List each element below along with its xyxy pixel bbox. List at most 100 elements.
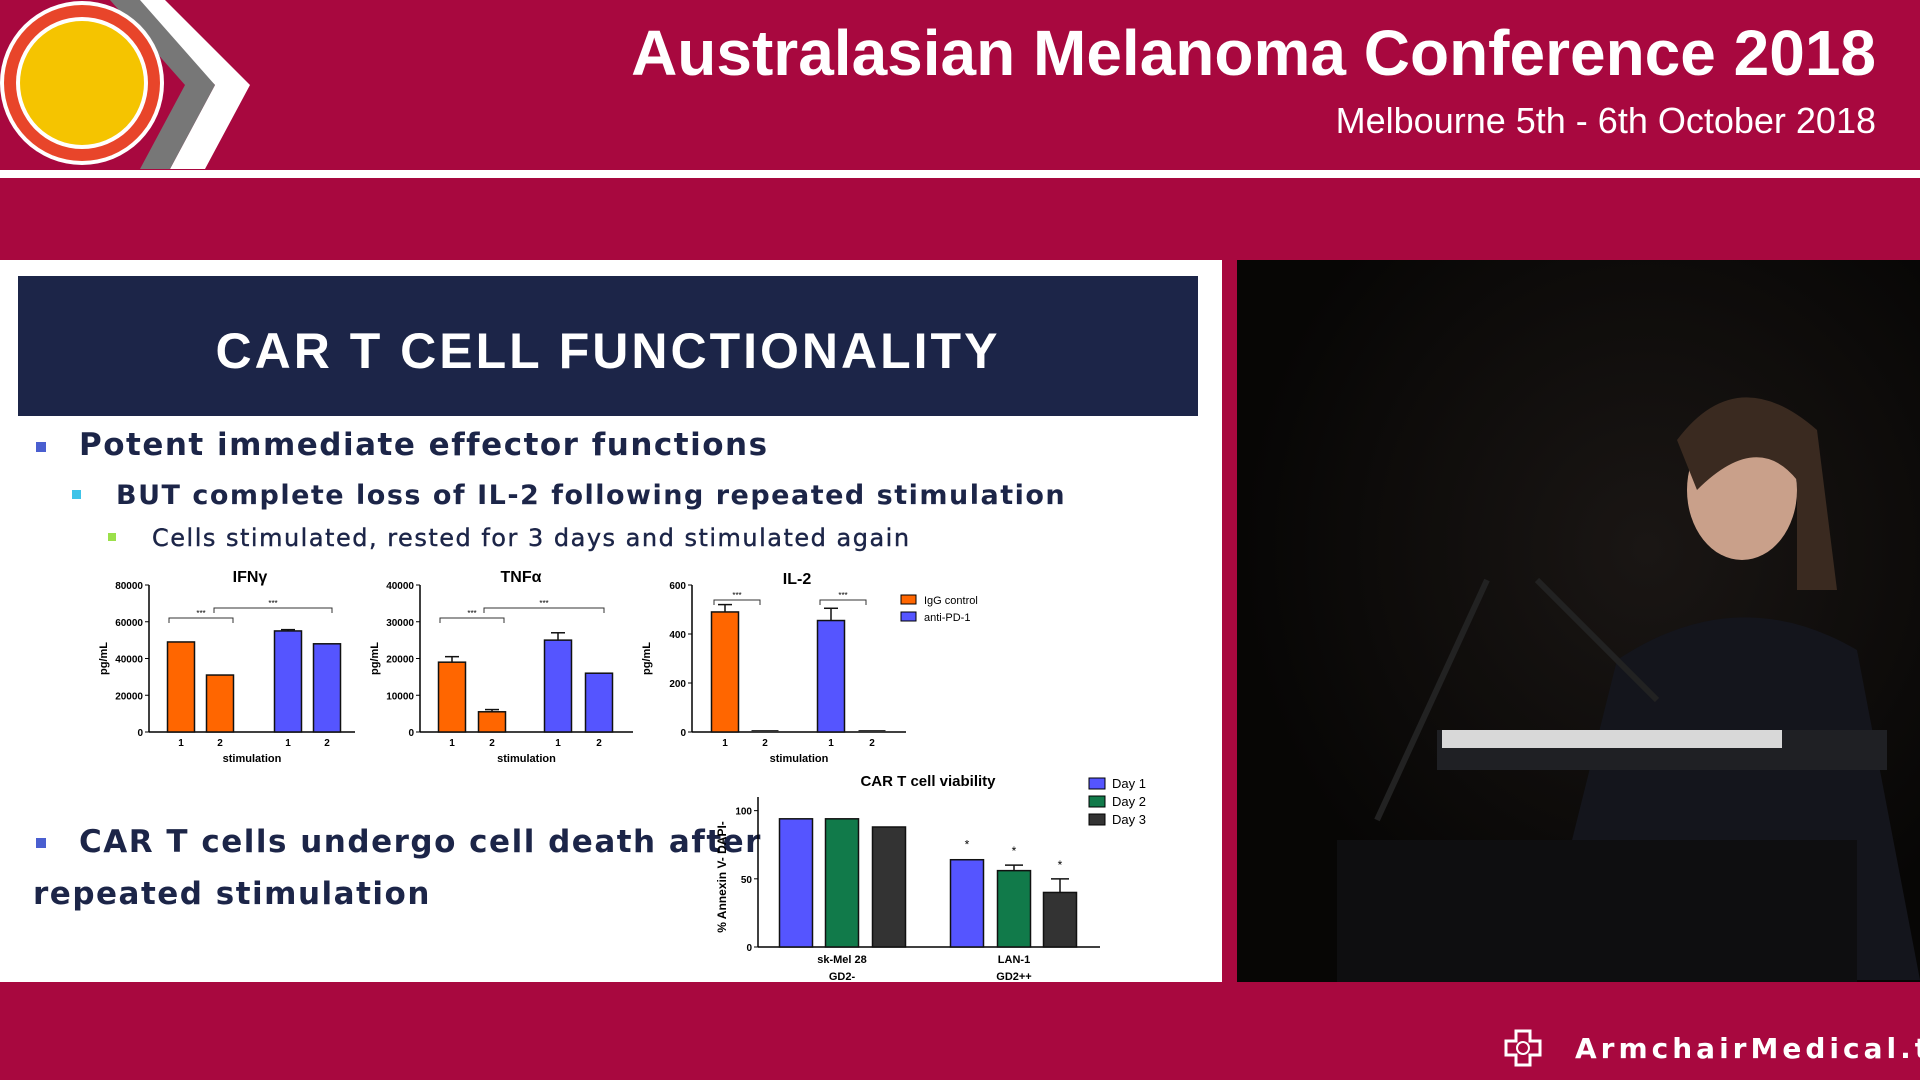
bar <box>996 869 1032 948</box>
significance-label: * <box>1058 858 1063 872</box>
y-tick-label: 100 <box>735 807 752 818</box>
microphone <box>1374 578 1490 822</box>
x-axis-label: stimulation <box>497 753 556 765</box>
x-tick-label: 1 <box>449 738 455 749</box>
y-tick-label: 10000 <box>386 691 414 702</box>
y-tick-label: 20000 <box>115 691 143 702</box>
significance-label: * <box>1012 844 1017 858</box>
chart-title: IFNγ <box>233 569 268 586</box>
bar <box>543 639 573 733</box>
significance-label: *** <box>539 599 548 608</box>
y-tick-label: 40000 <box>386 581 414 592</box>
bullet-4-line2: repeated stimulation <box>33 876 431 912</box>
legend-swatch <box>900 594 917 605</box>
significance-label: *** <box>268 599 277 608</box>
x-category-label: LAN-1 <box>998 954 1030 966</box>
y-tick-label: 20000 <box>386 655 414 666</box>
y-tick-label: 400 <box>669 630 686 641</box>
bar <box>437 661 467 733</box>
y-axis-label: pg/mL <box>641 642 653 675</box>
y-tick-label: 600 <box>669 581 686 592</box>
significance-bracket <box>819 599 867 605</box>
footer-bar <box>0 982 1920 1080</box>
significance-label: *** <box>732 591 741 600</box>
bullet-marker <box>108 533 116 541</box>
legend-label: Day 2 <box>1112 794 1146 809</box>
legend-swatch <box>1088 777 1106 790</box>
legend-label: Day 1 <box>1112 776 1146 791</box>
slide-title-bar <box>18 276 1198 416</box>
header-band <box>0 178 1920 260</box>
y-tick-label: 40000 <box>115 655 143 666</box>
legend-label: anti-PD-1 <box>924 612 970 624</box>
y-tick-label: 80000 <box>115 581 143 592</box>
y-tick-label: 0 <box>137 728 143 739</box>
slide-title: CAR T CELL FUNCTIONALITY <box>215 323 1001 379</box>
x-tick-label: 1 <box>178 738 184 749</box>
podium <box>1337 840 1857 982</box>
speaker-hair <box>1677 397 1837 590</box>
x-axis-label: stimulation <box>770 753 829 765</box>
x-tick-label: 1 <box>828 738 834 749</box>
significance-label: *** <box>467 609 476 618</box>
y-tick-label: 50 <box>741 875 753 886</box>
y-axis-label: pg/mL <box>369 642 381 675</box>
bullet-1: Potent immediate effector functions <box>79 427 769 463</box>
bullet-3: Cells stimulated, rested for 3 days and … <box>152 524 911 552</box>
x-tick-label: 2 <box>762 738 768 749</box>
x-tick-label: 1 <box>285 738 291 749</box>
bullet-marker <box>72 490 81 499</box>
podium-monitor <box>1442 730 1782 748</box>
legend-label: Day 3 <box>1112 812 1146 827</box>
bullet-marker <box>36 838 46 848</box>
bar <box>273 630 303 733</box>
x-tick-label: 1 <box>555 738 561 749</box>
x-axis-label: stimulation <box>223 753 282 765</box>
y-axis-label: % Annexin V- DAPI- <box>715 821 729 933</box>
y-tick-label: 30000 <box>386 618 414 629</box>
bar <box>949 858 985 948</box>
x-tick-label: 2 <box>324 738 330 749</box>
significance-bracket <box>713 599 761 605</box>
bar <box>477 711 507 733</box>
x-category-sublabel: GD2- <box>829 971 856 982</box>
significance-bracket <box>439 617 505 623</box>
y-axis-label: pg/mL <box>98 642 110 675</box>
y-tick-label: 0 <box>746 943 752 954</box>
bar <box>710 611 740 733</box>
chart-title: TNFα <box>501 569 542 586</box>
legend-swatch <box>900 611 917 622</box>
y-tick-label: 60000 <box>115 618 143 629</box>
medical-cross-icon <box>1504 1029 1542 1067</box>
x-tick-label: 2 <box>217 738 223 749</box>
bar <box>312 643 342 733</box>
significance-bracket <box>213 607 333 613</box>
y-tick-label: 200 <box>669 679 686 690</box>
legend-swatch <box>1088 813 1106 826</box>
chart-title: CAR T cell viability <box>860 773 996 790</box>
significance-label: * <box>965 837 970 851</box>
conference-title: Australasian Melanoma Conference 2018 <box>631 17 1876 89</box>
legend-swatch <box>1088 795 1106 808</box>
significance-bracket <box>168 617 234 623</box>
y-tick-label: 0 <box>680 728 686 739</box>
significance-bracket <box>483 607 605 613</box>
x-category-label: sk-Mel 28 <box>817 954 867 966</box>
speaker-video <box>1237 260 1920 982</box>
brand-name[interactable]: ArmchairMedical.tv <box>1575 1032 1920 1065</box>
bar <box>824 818 860 948</box>
x-tick-label: 2 <box>489 738 495 749</box>
significance-label: *** <box>838 591 847 600</box>
x-category-sublabel: GD2++ <box>996 971 1031 982</box>
y-tick-label: 0 <box>408 728 414 739</box>
conference-subtitle: Melbourne 5th - 6th October 2018 <box>1335 100 1876 141</box>
bullet-2: BUT complete loss of IL-2 following repe… <box>116 480 1067 511</box>
bar <box>1042 891 1078 948</box>
bar <box>166 641 196 733</box>
x-tick-label: 2 <box>596 738 602 749</box>
bar <box>584 672 614 733</box>
charts: 020000400006000080000IFNγstimulationpg/m… <box>98 569 1146 982</box>
x-tick-label: 2 <box>869 738 875 749</box>
chart-title: IL-2 <box>783 571 812 588</box>
speaker-scene <box>1337 397 1920 982</box>
